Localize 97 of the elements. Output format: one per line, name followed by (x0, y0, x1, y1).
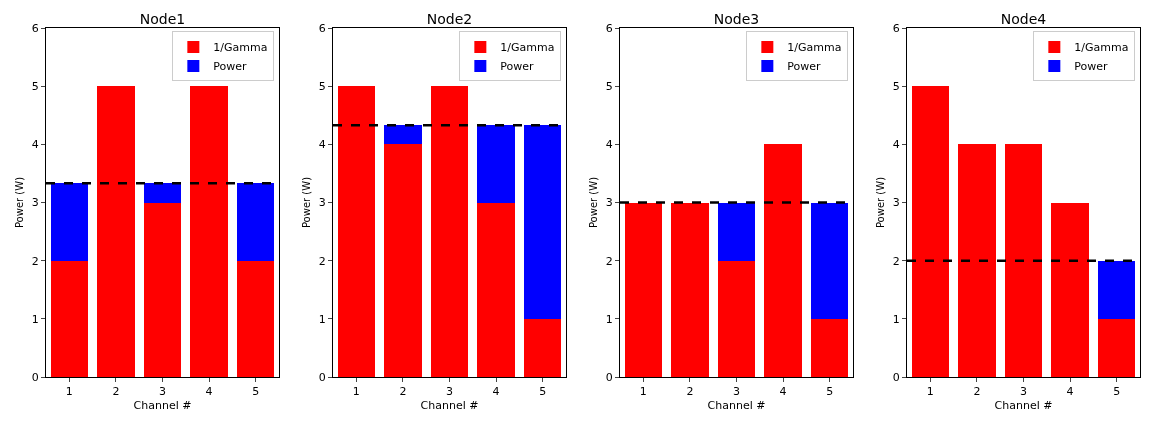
x-axis-title: Channel # (133, 399, 192, 413)
y-tick-label: 3 (31, 196, 39, 210)
legend-label: Power (213, 60, 248, 74)
x-tick-label: 3 (1020, 385, 1027, 399)
y-axis-title: Power (W) (587, 176, 599, 229)
x-tick-label: 5 (252, 385, 260, 399)
y-tick-label: 0 (892, 370, 900, 384)
legend-label: 1/Gamma (500, 41, 555, 55)
y-tick-label: 3 (892, 196, 900, 210)
x-tick-label: 4 (779, 385, 787, 399)
y-tick-label: 5 (605, 80, 613, 94)
bar (50, 183, 88, 261)
x-tick-label: 3 (446, 385, 453, 399)
y-tick-label: 6 (605, 21, 613, 35)
legend-label: Power (1074, 60, 1109, 74)
bar (143, 183, 182, 203)
x-axis-title: Channel # (994, 399, 1053, 413)
x-tick-label: 2 (112, 385, 120, 399)
y-tick-label: 1 (892, 312, 900, 326)
bar (524, 318, 562, 377)
y-axis-title: Power (W) (300, 176, 312, 229)
y-tick-label: 2 (31, 254, 39, 268)
bar (477, 125, 515, 203)
bar (384, 144, 422, 377)
y-tick-label: 4 (318, 138, 326, 152)
y-tick-label: 5 (318, 80, 326, 94)
bar (958, 144, 996, 377)
y-tick-label: 3 (605, 196, 613, 210)
x-tick-label: 1 (926, 385, 934, 399)
x-axis-title: Channel # (707, 399, 766, 413)
bar (811, 202, 849, 319)
legend-label: 1/Gamma (213, 41, 268, 55)
bar (524, 125, 562, 319)
x-tick-label: 5 (1113, 385, 1121, 399)
bar (1051, 202, 1089, 377)
bar (1004, 144, 1043, 377)
y-tick-label: 6 (318, 21, 326, 35)
bar (50, 260, 88, 377)
x-axis-title: Channel # (420, 399, 479, 413)
y-tick-label: 2 (318, 254, 326, 268)
legend-label: 1/Gamma (1074, 41, 1129, 55)
bar (430, 86, 469, 377)
bar (237, 260, 275, 377)
y-axis-title: Power (W) (13, 176, 25, 229)
bar (671, 202, 709, 377)
y-tick-label: 1 (31, 312, 39, 326)
y-tick-label: 0 (31, 370, 39, 384)
legend-label: Power (787, 60, 822, 74)
x-tick-label: 1 (65, 385, 73, 399)
y-axis-title: Power (W) (874, 176, 886, 229)
chart-title: Node2 (426, 11, 473, 27)
bar (337, 86, 375, 377)
y-tick-label: 1 (605, 312, 613, 326)
y-tick-label: 5 (892, 80, 900, 94)
y-tick-label: 2 (605, 254, 613, 268)
x-tick-label: 2 (399, 385, 407, 399)
x-tick-label: 1 (352, 385, 360, 399)
bar (190, 86, 228, 377)
bar (811, 318, 849, 377)
legend-label: 1/Gamma (787, 41, 842, 55)
y-tick-label: 4 (31, 138, 39, 152)
y-tick-label: 0 (605, 370, 613, 384)
y-tick-label: 4 (605, 138, 613, 152)
bar (97, 86, 135, 377)
x-tick-label: 4 (492, 385, 500, 399)
x-tick-label: 1 (639, 385, 647, 399)
x-tick-label: 4 (1066, 385, 1074, 399)
chart-title: Node3 (713, 11, 760, 27)
bar (764, 144, 802, 377)
bar (384, 125, 422, 145)
y-tick-label: 6 (31, 21, 39, 35)
y-tick-label: 2 (892, 254, 900, 268)
x-tick-label: 5 (539, 385, 547, 399)
x-tick-label: 5 (826, 385, 834, 399)
y-tick-label: 3 (318, 196, 326, 210)
chart-title: Node4 (1000, 11, 1047, 27)
bar (911, 86, 949, 377)
x-tick-label: 3 (733, 385, 740, 399)
y-tick-label: 5 (31, 80, 39, 94)
bar (717, 202, 756, 261)
x-tick-label: 4 (205, 385, 213, 399)
legend-label: Power (500, 60, 535, 74)
bar (1098, 318, 1136, 377)
bar (1098, 260, 1136, 319)
chart-title: Node1 (139, 11, 186, 27)
y-tick-label: 6 (892, 21, 900, 35)
bar (237, 183, 275, 261)
bar (477, 202, 515, 377)
y-tick-label: 0 (318, 370, 326, 384)
y-tick-label: 4 (892, 138, 900, 152)
x-tick-label: 3 (159, 385, 166, 399)
y-tick-label: 1 (318, 312, 326, 326)
bar (717, 260, 756, 377)
x-tick-label: 2 (686, 385, 694, 399)
bar (143, 202, 182, 377)
x-tick-label: 2 (973, 385, 981, 399)
bar (624, 202, 662, 377)
